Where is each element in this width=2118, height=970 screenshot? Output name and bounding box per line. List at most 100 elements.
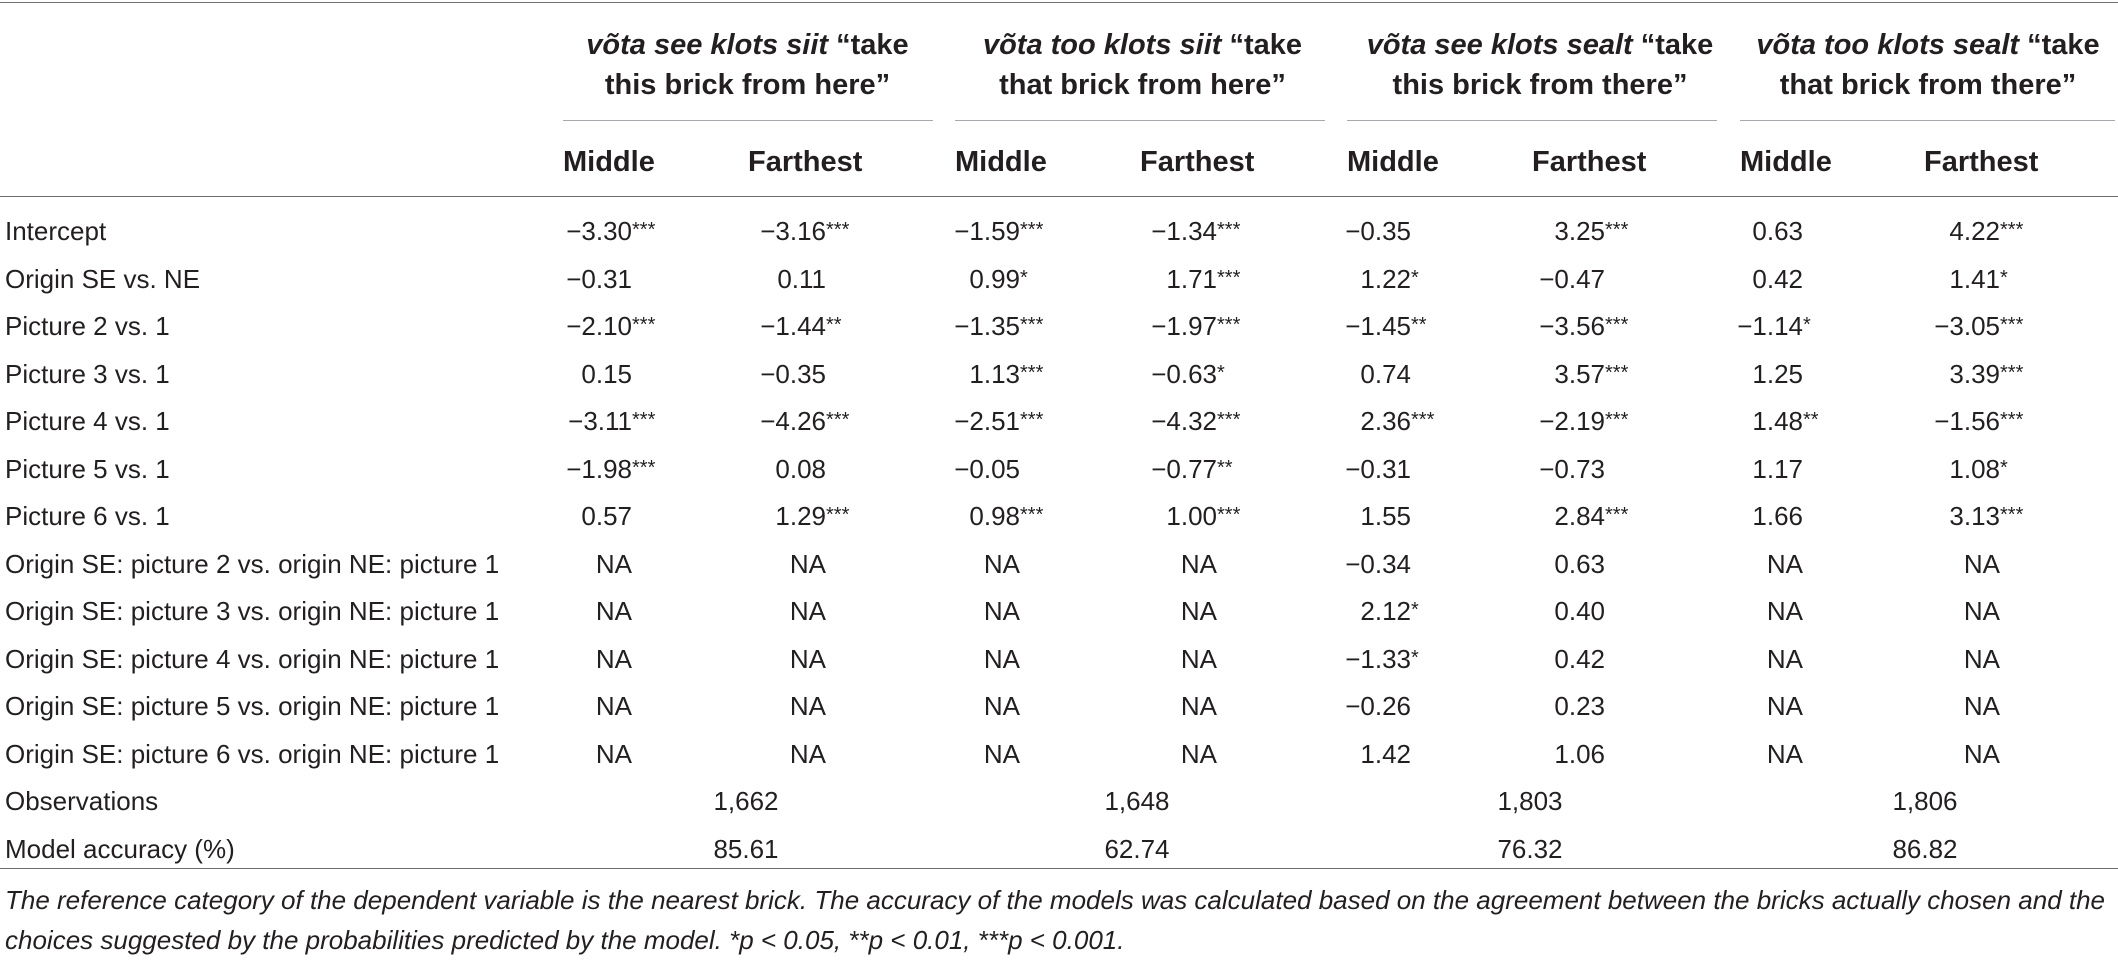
significance-stars: *** — [826, 409, 850, 431]
group-gloss: “take — [1632, 29, 1714, 61]
cell-value: NA — [1766, 596, 1803, 626]
table-cell: 1.25 — [1643, 359, 1847, 390]
table-cell: NA — [1840, 549, 2044, 580]
table-cell: NA — [860, 549, 1064, 580]
cell-value: NA — [983, 691, 1020, 721]
table-cell: NA — [472, 691, 676, 722]
group-term: võta see klots sealt — [1366, 29, 1633, 61]
table-cell: −1.34*** — [1057, 216, 1261, 247]
table-cell: NA — [860, 596, 1064, 627]
cell-value: 1.55 — [1360, 501, 1411, 531]
row-label: Picture 3 vs. 1 — [5, 359, 170, 389]
table-cell: NA — [1057, 739, 1261, 770]
significance-stars: *** — [1605, 219, 1629, 241]
cell-value: 1.17 — [1752, 454, 1803, 484]
table-cell: 0.15 — [472, 359, 676, 390]
group-gloss-line2: this brick from here” — [604, 69, 891, 101]
cell-value: 4.22 — [1949, 216, 2000, 246]
cell-value: NA — [1766, 644, 1803, 674]
significance-stars: *** — [826, 219, 850, 241]
cell-value: 1.71 — [1166, 264, 1217, 294]
significance-stars: ** — [1411, 314, 1427, 336]
table-cell: 2.12* — [1251, 596, 1455, 627]
cell-value: NA — [1766, 549, 1803, 579]
row-label: Picture 4 vs. 1 — [5, 406, 170, 436]
cell-value: 0.11 — [777, 264, 826, 294]
table-cell: 1.13*** — [860, 359, 1064, 390]
table-cell: −3.11*** — [472, 406, 676, 437]
table-cell: −0.77** — [1057, 454, 1261, 485]
subheader-farthest: Farthest — [1532, 146, 1647, 178]
table-cell: −2.19*** — [1445, 406, 1649, 437]
significance-stars: *** — [1020, 314, 1044, 336]
table-cell: 1.66 — [1643, 501, 1847, 532]
table-cell: NA — [666, 739, 870, 770]
significance-stars: * — [1803, 314, 1811, 336]
table-cell: −0.35 — [1251, 216, 1455, 247]
subheader-middle: Middle — [1347, 146, 1439, 178]
table-cell: NA — [1643, 596, 1847, 627]
table-cell: −2.51*** — [860, 406, 1064, 437]
table-cell: NA — [472, 739, 676, 770]
cell-value: NA — [789, 739, 826, 769]
significance-stars: *** — [1605, 362, 1629, 384]
cell-value: NA — [595, 596, 632, 626]
significance-stars: *** — [2000, 219, 2024, 241]
table-cell: −3.05*** — [1840, 311, 2044, 342]
top-rule — [0, 2, 2118, 3]
table-cell: 1.48** — [1643, 406, 1847, 437]
cell-value: −0.35 — [760, 359, 826, 389]
table-cell: 1.08* — [1840, 454, 2044, 485]
table-cell: 0.63 — [1445, 549, 1649, 580]
cell-value: NA — [789, 549, 826, 579]
significance-stars: *** — [632, 409, 656, 431]
subheader-farthest: Farthest — [1140, 146, 1255, 178]
table-cell: NA — [1057, 644, 1261, 675]
significance-stars: *** — [1020, 504, 1044, 526]
group-term: võta too klots sealt — [1756, 29, 2020, 61]
cell-value: 3.57 — [1554, 359, 1605, 389]
cell-value: −1.35 — [954, 311, 1020, 341]
cell-value: NA — [789, 596, 826, 626]
cell-value: 0.63 — [1752, 216, 1803, 246]
table-cell: −0.73 — [1445, 454, 1649, 485]
cell-value: 0.42 — [1752, 264, 1803, 294]
significance-stars: * — [1411, 267, 1419, 289]
table-cell: 1.41* — [1840, 264, 2044, 295]
group-gloss-line2: this brick from there” — [1392, 69, 1688, 101]
group-header-4: võta too klots sealt “take that brick fr… — [1738, 25, 2118, 105]
row-label: Intercept — [5, 216, 107, 246]
table-cell: NA — [860, 691, 1064, 722]
row-label: Picture 2 vs. 1 — [5, 311, 170, 341]
cell-value: −2.19 — [1539, 406, 1605, 436]
cell-value: −0.26 — [1345, 691, 1411, 721]
table-cell: −1.35*** — [860, 311, 1064, 342]
table-cell: 1.55 — [1251, 501, 1455, 532]
summary-value: 62.74 — [1104, 834, 1170, 864]
table-cell: −1.98*** — [472, 454, 676, 485]
table-cell: 1.29*** — [666, 501, 870, 532]
significance-stars: * — [1411, 647, 1419, 669]
subheader-middle: Middle — [563, 146, 655, 178]
table-cell: NA — [1643, 691, 1847, 722]
cell-value: 2.36 — [1360, 406, 1411, 436]
table-cell: NA — [1840, 644, 2044, 675]
table-cell: NA — [860, 739, 1064, 770]
cell-value: 1.06 — [1554, 739, 1605, 769]
cell-value: 0.74 — [1360, 359, 1411, 389]
cell-value: 0.42 — [1554, 644, 1605, 674]
cell-value: NA — [789, 644, 826, 674]
significance-stars: *** — [1605, 504, 1629, 526]
table-cell: 3.25*** — [1445, 216, 1649, 247]
table-cell: NA — [1840, 691, 2044, 722]
significance-stars: *** — [1411, 409, 1435, 431]
summary-value: 86.82 — [1892, 834, 1958, 864]
summary-value: 1,806 — [1892, 786, 1958, 816]
significance-stars: *** — [1217, 267, 1241, 289]
cell-value: NA — [1963, 691, 2000, 721]
table-cell: −0.31 — [1251, 454, 1455, 485]
cell-value: 0.98 — [969, 501, 1020, 531]
significance-stars: *** — [1605, 409, 1629, 431]
summary-label: Model accuracy (%) — [5, 834, 235, 864]
summary-value: 76.32 — [1497, 834, 1563, 864]
